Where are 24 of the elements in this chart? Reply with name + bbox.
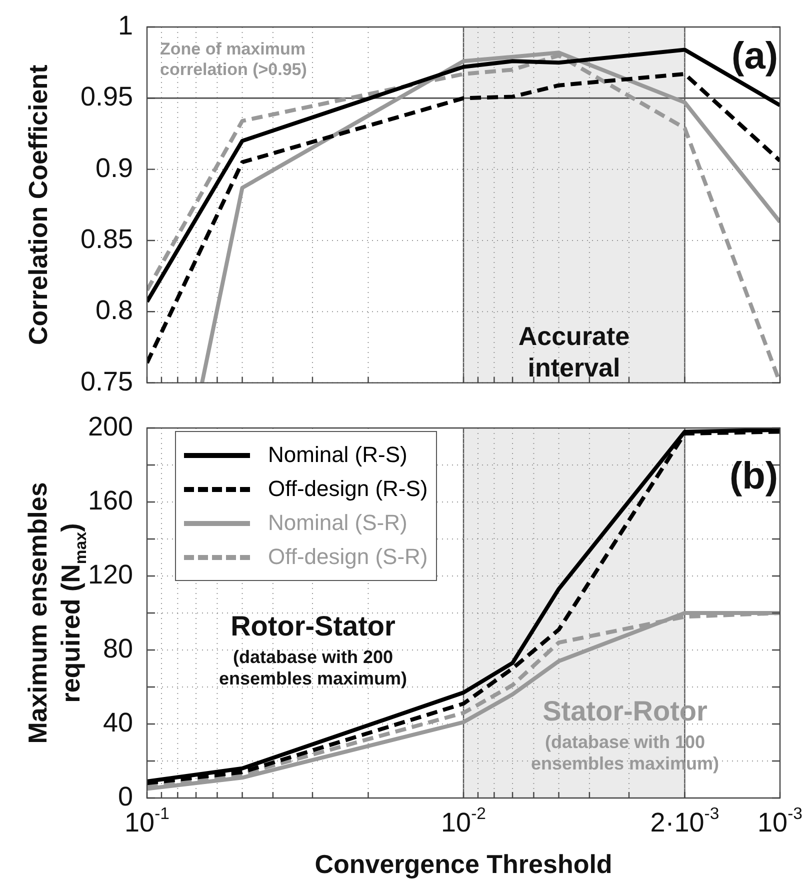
annotation: (a) bbox=[732, 35, 778, 78]
y-tick-label: 0.75 bbox=[80, 366, 133, 396]
y-tick-label: 40 bbox=[102, 707, 133, 738]
y-tick-label: 120 bbox=[88, 559, 133, 590]
y-tick-label: 160 bbox=[88, 485, 133, 516]
x-axis-title: Convergence Threshold bbox=[314, 849, 612, 880]
y-tick-label: 0.95 bbox=[80, 82, 133, 112]
legend-label: Off-design (S-R) bbox=[268, 544, 428, 570]
y-tick-label: 0.8 bbox=[95, 295, 133, 326]
legend-label: Off-design (R-S) bbox=[268, 476, 428, 502]
annotation: Zone of maximum correlation (>0.95) bbox=[160, 40, 307, 80]
legend-label: Nominal (S-R) bbox=[268, 510, 408, 536]
legend-label: Nominal (R-S) bbox=[268, 442, 408, 468]
annotation: Accurate interval bbox=[518, 321, 630, 382]
y-tick-label: 0.9 bbox=[95, 152, 133, 183]
y-axis-title: Correlation Coefficient bbox=[23, 64, 54, 346]
y-tick-label: 200 bbox=[88, 411, 133, 442]
annotation: (database with 200 ensembles maximum) bbox=[218, 646, 408, 689]
y-tick-label: 1 bbox=[118, 10, 133, 40]
y-tick-label: 0.85 bbox=[80, 224, 133, 254]
annotation: (b) bbox=[729, 455, 778, 498]
y-tick-label: 0 bbox=[118, 781, 133, 812]
annotation: Rotor-Stator bbox=[230, 610, 396, 642]
y-tick-label: 80 bbox=[102, 633, 133, 664]
